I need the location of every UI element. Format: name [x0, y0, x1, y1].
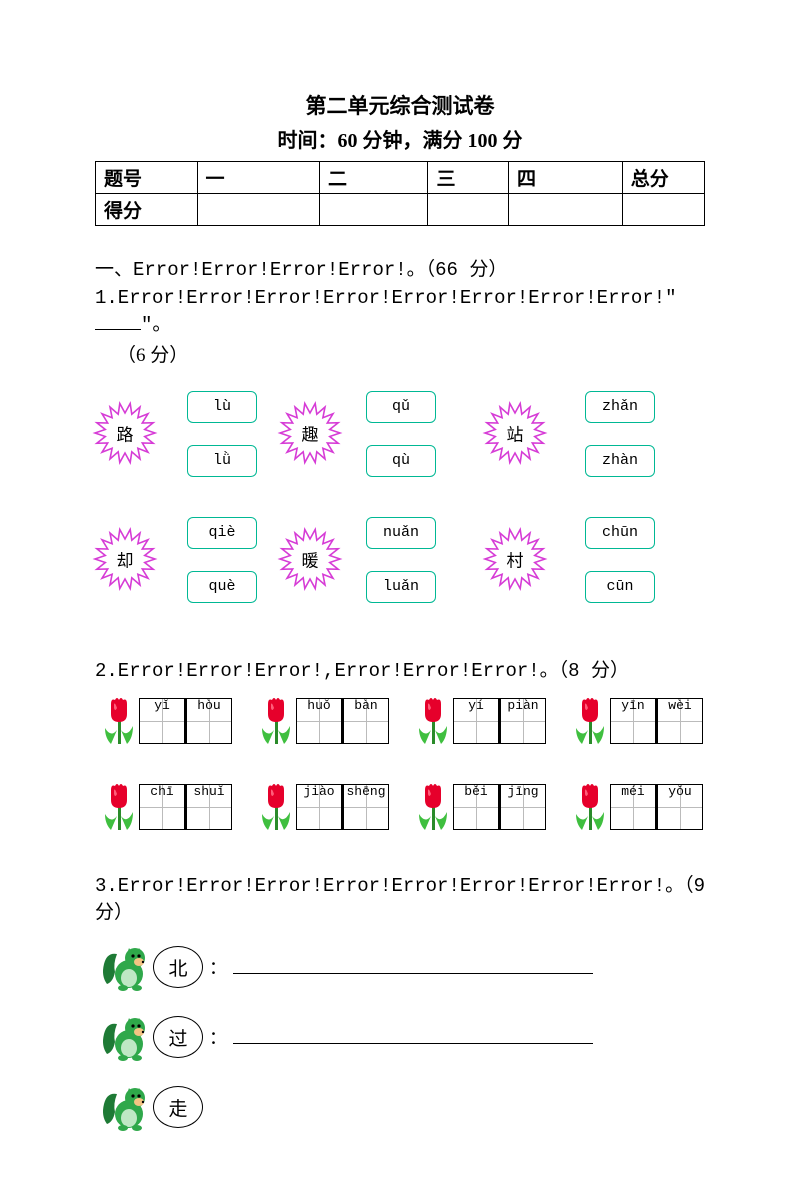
- pinyin-write-item: méiyǒu: [572, 784, 703, 834]
- score-cell-1[interactable]: [197, 194, 319, 226]
- tianzige-cell[interactable]: yǒu: [657, 784, 703, 830]
- q2-row-2: chīshuǐ jiàoshēng běijīng méiyǒu: [101, 784, 705, 834]
- pinyin-option[interactable]: cūn: [585, 571, 655, 603]
- q3-row: 走: [101, 1076, 705, 1138]
- pinyin-write-item: chīshuǐ: [101, 784, 232, 834]
- colon: ：: [209, 1024, 227, 1050]
- starburst-char: 路: [95, 403, 155, 463]
- tianzige-cell[interactable]: piàn: [500, 698, 546, 744]
- tulip-icon: [258, 698, 294, 748]
- squirrel-icon: [101, 940, 155, 994]
- score-cell-4[interactable]: [508, 194, 622, 226]
- q1-grid: 路 lù lǜ 趣 qǔ qù 站 zhǎn zhàn 却 qiè què 暖 nuǎn luǎn 村 chūn…: [95, 385, 705, 645]
- pinyin-write-item: běijīng: [415, 784, 546, 834]
- tianzige-cell[interactable]: běi: [453, 784, 500, 830]
- tianzige-cell[interactable]: bàn: [343, 698, 389, 744]
- pinyin-option[interactable]: luǎn: [366, 571, 436, 603]
- tianzige-cell[interactable]: huǒ: [296, 698, 343, 744]
- pinyin-option[interactable]: lǜ: [187, 445, 257, 477]
- tianzige-cell[interactable]: wèi: [657, 698, 703, 744]
- blank-line: [95, 315, 141, 330]
- starburst-char: 站: [485, 403, 545, 463]
- starburst-char: 却: [95, 529, 155, 589]
- tulip-icon: [101, 698, 137, 748]
- th-1: 一: [197, 162, 319, 194]
- th-0: 题号: [96, 162, 198, 194]
- pinyin-option[interactable]: què: [187, 571, 257, 603]
- char-prompt: 走: [153, 1086, 203, 1128]
- th-2: 二: [319, 162, 427, 194]
- pinyin-write-item: yípiàn: [415, 698, 546, 748]
- answer-line[interactable]: [233, 973, 593, 974]
- squirrel-icon: [101, 1080, 155, 1134]
- pinyin-option[interactable]: zhǎn: [585, 391, 655, 423]
- q1-heading: 1.Error!Error!Error!Error!Error!Error!Er…: [95, 287, 705, 336]
- squirrel-icon: [101, 1010, 155, 1064]
- starburst-char: 趣: [280, 403, 340, 463]
- page-title: 第二单元综合测试卷: [95, 90, 705, 120]
- pinyin-write-item: yǐhòu: [101, 698, 232, 748]
- score-cell-3[interactable]: [428, 194, 509, 226]
- tianzige-cell[interactable]: chī: [139, 784, 186, 830]
- pinyin-write-item: yīnwèi: [572, 698, 703, 748]
- char-prompt: 北: [153, 946, 203, 988]
- pinyin-write-item: jiàoshēng: [258, 784, 389, 834]
- score-table: 题号 一 二 三 四 总分 得分: [95, 161, 705, 226]
- q3-heading: 3.Error!Error!Error!Error!Error!Error!Er…: [95, 870, 705, 924]
- tianzige-cell[interactable]: yí: [453, 698, 500, 744]
- pinyin-option[interactable]: chūn: [585, 517, 655, 549]
- q2-row-1: yǐhòu huǒbàn yípiàn yīnwèi: [101, 698, 705, 748]
- tianzige-cell[interactable]: méi: [610, 784, 657, 830]
- tianzige-cell[interactable]: jīng: [500, 784, 546, 830]
- tulip-icon: [572, 784, 608, 834]
- tulip-icon: [572, 698, 608, 748]
- th-4: 四: [508, 162, 622, 194]
- q3-block: 北： 过： 走: [101, 936, 705, 1138]
- starburst-char: 村: [485, 529, 545, 589]
- tulip-icon: [415, 784, 451, 834]
- tianzige-cell[interactable]: jiào: [296, 784, 343, 830]
- q3-row: 北：: [101, 936, 705, 998]
- pinyin-option[interactable]: qiè: [187, 517, 257, 549]
- pinyin-option[interactable]: qǔ: [366, 391, 436, 423]
- tianzige-cell[interactable]: hòu: [186, 698, 232, 744]
- pinyin-option[interactable]: lù: [187, 391, 257, 423]
- q3-row: 过：: [101, 1006, 705, 1068]
- score-cell-2[interactable]: [319, 194, 427, 226]
- tulip-icon: [101, 784, 137, 834]
- page-subtitle: 时间：60 分钟，满分 100 分: [95, 124, 705, 153]
- tulip-icon: [415, 698, 451, 748]
- score-cell-total[interactable]: [622, 194, 704, 226]
- pinyin-write-item: huǒbàn: [258, 698, 389, 748]
- char-prompt: 过: [153, 1016, 203, 1058]
- tianzige-cell[interactable]: yǐ: [139, 698, 186, 744]
- section-1-heading: 一、Error!Error!Error!Error!。（66 分）: [95, 254, 705, 281]
- colon: ：: [209, 954, 227, 980]
- pinyin-option[interactable]: zhàn: [585, 445, 655, 477]
- starburst-char: 暖: [280, 529, 340, 589]
- tianzige-cell[interactable]: shēng: [343, 784, 389, 830]
- pinyin-option[interactable]: nuǎn: [366, 517, 436, 549]
- pinyin-option[interactable]: qù: [366, 445, 436, 477]
- q2-heading: 2.Error!Error!Error!,Error!Error!Error!。…: [95, 655, 705, 682]
- th-3: 三: [428, 162, 509, 194]
- q1-points: （6 分）: [117, 340, 705, 367]
- answer-line[interactable]: [233, 1043, 593, 1044]
- tulip-icon: [258, 784, 294, 834]
- tianzige-cell[interactable]: yīn: [610, 698, 657, 744]
- th-5: 总分: [622, 162, 704, 194]
- row2-label: 得分: [96, 194, 198, 226]
- tianzige-cell[interactable]: shuǐ: [186, 784, 232, 830]
